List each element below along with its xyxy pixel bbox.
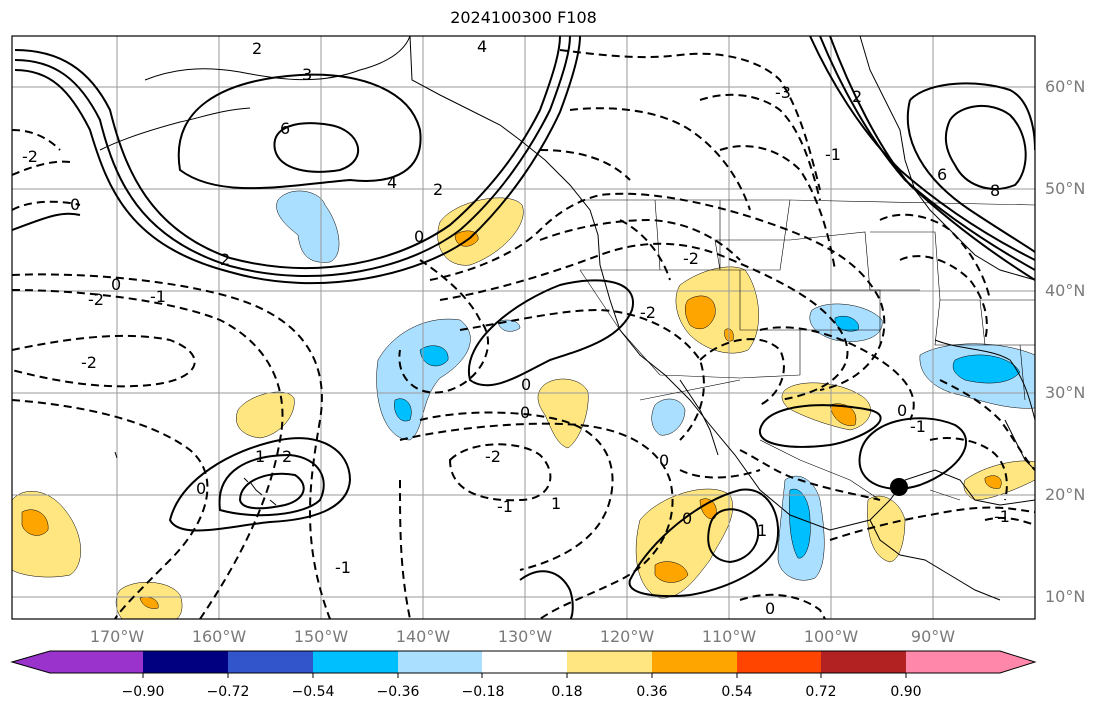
contour-label: 0: [520, 403, 530, 422]
contour-label: 0: [196, 479, 206, 498]
colorbar-tick-label: −0.54: [291, 684, 335, 700]
shade-blue-light: [651, 398, 686, 436]
contour-label: -1: [910, 417, 926, 436]
contour-label: 6: [937, 165, 947, 184]
lat-label-10n: 10°N: [1045, 587, 1086, 606]
shade-orange: [829, 403, 857, 426]
lon-label-140w: 140°W: [395, 627, 451, 646]
contour-labels: 2 4 3 6 4 2 0 2 -1 -2 0 1 2 0 -2 -1 -2 0…: [22, 37, 1010, 618]
colorbar-tick-label: −0.72: [206, 684, 250, 700]
shade-blue-light: [276, 190, 340, 263]
shade-yellow: [437, 197, 524, 266]
contour-label: 0: [765, 599, 775, 618]
colorbar-tick-label: 0.72: [805, 684, 837, 700]
contour-label: -3: [775, 83, 791, 102]
shade-yellow: [675, 266, 759, 354]
contour-label: 0: [682, 509, 692, 528]
lon-label-160w: 160°W: [191, 627, 247, 646]
colorbar-tick-label: 0.54: [721, 684, 753, 700]
contour-label: 1: [551, 494, 561, 513]
lon-label-120w: 120°W: [599, 627, 655, 646]
lon-label-130w: 130°W: [497, 627, 553, 646]
contour-label: -2: [88, 290, 104, 309]
contour-label: 4: [387, 173, 397, 192]
lon-label-100w: 100°W: [803, 627, 859, 646]
contour-label: 0: [414, 227, 424, 246]
lat-label-20n: 20°N: [1045, 485, 1086, 504]
contour-label: 0: [521, 375, 531, 394]
shade-yellow: [236, 391, 295, 439]
contour-label: 2: [220, 250, 230, 269]
contour-label: -2: [640, 303, 656, 322]
contour-label: -1: [994, 507, 1010, 526]
contour-lines: [12, 36, 1035, 619]
shade-blue: [419, 345, 449, 367]
contour-label: 1: [255, 447, 265, 466]
contour-label: -1: [150, 287, 166, 306]
state-borders: [579, 199, 1035, 501]
lon-label-150w: 150°W: [293, 627, 349, 646]
shade-blue: [394, 398, 412, 422]
shade-orange: [685, 295, 716, 330]
contour-label: 3: [302, 65, 312, 84]
shade-orange: [699, 498, 717, 520]
contour-label: -2: [485, 447, 501, 466]
lon-label-170w: 170°W: [89, 627, 145, 646]
contour-label: 0: [111, 275, 121, 294]
map-title: 2024100300 F108: [450, 8, 597, 27]
contour-label: -2: [683, 249, 699, 268]
contour-label: -2: [81, 353, 97, 372]
contour-label: 2: [252, 39, 262, 58]
contour-label: 2: [852, 87, 862, 106]
colorbar-tick-label: 0.90: [890, 684, 922, 700]
contour-label: 2: [282, 447, 292, 466]
contour-label: -1: [497, 497, 513, 516]
shade-yellow: [537, 378, 589, 449]
shade-blue: [789, 488, 811, 559]
contour-label: 2: [433, 180, 443, 199]
contour-label: -2: [22, 147, 38, 166]
lon-label-90w: 90°W: [910, 627, 956, 646]
map-frame: [11, 35, 1036, 620]
contour-label: 4: [477, 37, 487, 56]
contour-label: -1: [335, 558, 351, 577]
contour-lines-dashed: [12, 49, 1035, 619]
contour-label: 1: [757, 521, 767, 540]
colorbar-tick-label: 0.18: [551, 684, 583, 700]
shade-orange: [984, 475, 1002, 489]
lon-label-110w: 110°W: [701, 627, 757, 646]
contour-label: 8: [990, 181, 1000, 200]
contour-label: 0: [659, 451, 669, 470]
contour-label: -1: [825, 145, 841, 164]
colorbar-tick-label: 0.36: [636, 684, 668, 700]
contour-label: 0: [70, 195, 80, 214]
anomaly-shading: [12, 190, 1035, 619]
shade-blue: [952, 354, 1021, 384]
colorbar-tick-label: −0.36: [376, 684, 420, 700]
colorbar-tick-label: −0.18: [461, 684, 505, 700]
contour-label: 0: [897, 401, 907, 420]
contour-label: 6: [280, 119, 290, 138]
lat-label-40n: 40°N: [1045, 281, 1086, 300]
lat-label-30n: 30°N: [1045, 383, 1086, 402]
shade-orange: [654, 561, 689, 583]
lat-label-50n: 50°N: [1045, 179, 1086, 198]
lat-label-60n: 60°N: [1045, 77, 1086, 96]
colorbar-tick-label: −0.90: [121, 684, 165, 700]
location-marker: [890, 478, 908, 496]
shade-orange: [21, 509, 49, 536]
